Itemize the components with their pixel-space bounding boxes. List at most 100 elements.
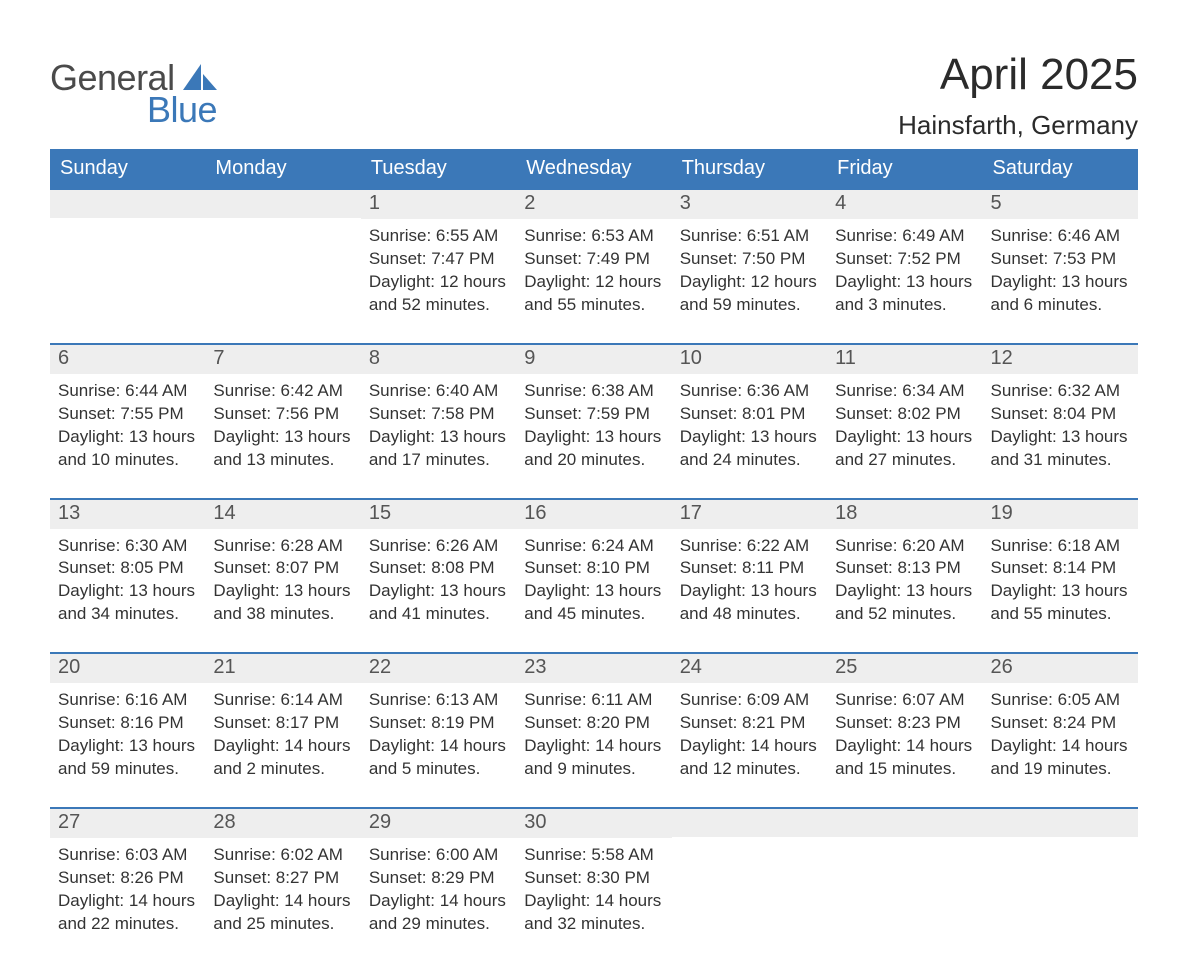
day-details: Sunrise: 6:02 AMSunset: 8:27 PMDaylight:…: [205, 838, 360, 936]
day-detail-line: Sunset: 8:04 PM: [991, 403, 1130, 426]
calendar-page: General Blue April 2025 Hainsfarth, Germ…: [0, 0, 1188, 976]
day-detail-line: Daylight: 14 hours: [213, 890, 352, 913]
day-detail-line: Sunset: 8:05 PM: [58, 557, 197, 580]
day-detail-line: Sunrise: 6:13 AM: [369, 689, 508, 712]
day-detail-line: Sunrise: 6:51 AM: [680, 225, 819, 248]
calendar-day: 10Sunrise: 6:36 AMSunset: 8:01 PMDayligh…: [672, 345, 827, 472]
day-details: Sunrise: 6:51 AMSunset: 7:50 PMDaylight:…: [672, 219, 827, 317]
day-detail-line: Daylight: 13 hours: [835, 580, 974, 603]
day-detail-line: Sunset: 7:56 PM: [213, 403, 352, 426]
day-number: 28: [205, 809, 360, 838]
day-detail-line: Sunrise: 6:14 AM: [213, 689, 352, 712]
day-detail-line: and 24 minutes.: [680, 449, 819, 472]
day-number: 30: [516, 809, 671, 838]
calendar-day: 4Sunrise: 6:49 AMSunset: 7:52 PMDaylight…: [827, 190, 982, 317]
day-detail-line: Sunrise: 6:09 AM: [680, 689, 819, 712]
day-detail-line: and 59 minutes.: [680, 294, 819, 317]
day-detail-line: and 12 minutes.: [680, 758, 819, 781]
day-number: 27: [50, 809, 205, 838]
day-detail-line: Daylight: 14 hours: [991, 735, 1130, 758]
calendar-day: 24Sunrise: 6:09 AMSunset: 8:21 PMDayligh…: [672, 654, 827, 781]
day-detail-line: Sunset: 8:11 PM: [680, 557, 819, 580]
day-detail-line: Sunset: 8:27 PM: [213, 867, 352, 890]
weekday-monday: Monday: [205, 149, 360, 190]
day-detail-line: and 34 minutes.: [58, 603, 197, 626]
day-detail-line: Sunset: 8:10 PM: [524, 557, 663, 580]
day-number: [672, 809, 827, 837]
day-detail-line: and 13 minutes.: [213, 449, 352, 472]
day-detail-line: Daylight: 14 hours: [680, 735, 819, 758]
calendar-day: 19Sunrise: 6:18 AMSunset: 8:14 PMDayligh…: [983, 500, 1138, 627]
day-detail-line: Daylight: 14 hours: [369, 890, 508, 913]
day-detail-line: and 52 minutes.: [369, 294, 508, 317]
calendar-day: 8Sunrise: 6:40 AMSunset: 7:58 PMDaylight…: [361, 345, 516, 472]
calendar-week: 20Sunrise: 6:16 AMSunset: 8:16 PMDayligh…: [50, 652, 1138, 781]
day-detail-line: Sunset: 8:24 PM: [991, 712, 1130, 735]
day-number: 17: [672, 500, 827, 529]
day-detail-line: Daylight: 14 hours: [213, 735, 352, 758]
weekday-wednesday: Wednesday: [516, 149, 671, 190]
day-detail-line: Daylight: 13 hours: [991, 271, 1130, 294]
day-number: 20: [50, 654, 205, 683]
day-details: Sunrise: 6:07 AMSunset: 8:23 PMDaylight:…: [827, 683, 982, 781]
day-number: [827, 809, 982, 837]
day-detail-line: and 41 minutes.: [369, 603, 508, 626]
calendar-day: 11Sunrise: 6:34 AMSunset: 8:02 PMDayligh…: [827, 345, 982, 472]
day-detail-line: Sunrise: 6:26 AM: [369, 535, 508, 558]
day-detail-line: and 10 minutes.: [58, 449, 197, 472]
calendar-day: 13Sunrise: 6:30 AMSunset: 8:05 PMDayligh…: [50, 500, 205, 627]
day-detail-line: and 52 minutes.: [835, 603, 974, 626]
day-details: Sunrise: 6:44 AMSunset: 7:55 PMDaylight:…: [50, 374, 205, 472]
day-details: Sunrise: 6:24 AMSunset: 8:10 PMDaylight:…: [516, 529, 671, 627]
calendar-week: 6Sunrise: 6:44 AMSunset: 7:55 PMDaylight…: [50, 343, 1138, 472]
day-number: 3: [672, 190, 827, 219]
day-detail-line: Sunrise: 6:49 AM: [835, 225, 974, 248]
day-detail-line: Sunrise: 6:34 AM: [835, 380, 974, 403]
calendar-day: [50, 190, 205, 317]
day-detail-line: Daylight: 13 hours: [213, 580, 352, 603]
day-detail-line: Daylight: 13 hours: [58, 735, 197, 758]
day-detail-line: Sunset: 7:55 PM: [58, 403, 197, 426]
calendar-day: 6Sunrise: 6:44 AMSunset: 7:55 PMDaylight…: [50, 345, 205, 472]
calendar-day: [672, 809, 827, 936]
day-detail-line: Sunset: 8:16 PM: [58, 712, 197, 735]
calendar-day: 21 Sunrise: 6:14 AMSunset: 8:17 PMDayligh…: [205, 654, 360, 781]
day-details: Sunrise: 6:34 AMSunset: 8:02 PMDaylight:…: [827, 374, 982, 472]
header-row: General Blue April 2025 Hainsfarth, Germ…: [50, 50, 1138, 141]
day-detail-line: Sunrise: 6:28 AM: [213, 535, 352, 558]
day-detail-line: Sunset: 7:50 PM: [680, 248, 819, 271]
calendar-day: 25Sunrise: 6:07 AMSunset: 8:23 PMDayligh…: [827, 654, 982, 781]
day-detail-line: and 9 minutes.: [524, 758, 663, 781]
day-detail-line: Sunrise: 6:00 AM: [369, 844, 508, 867]
day-number: 24: [672, 654, 827, 683]
calendar-day: 9Sunrise: 6:38 AMSunset: 7:59 PMDaylight…: [516, 345, 671, 472]
day-number: 26: [983, 654, 1138, 683]
calendar-day: 20Sunrise: 6:16 AMSunset: 8:16 PMDayligh…: [50, 654, 205, 781]
day-number: 21: [205, 654, 360, 683]
day-number: [50, 190, 205, 218]
calendar-day: 30Sunrise: 5:58 AMSunset: 8:30 PMDayligh…: [516, 809, 671, 936]
day-number: [983, 809, 1138, 837]
day-details: Sunrise: 5:58 AMSunset: 8:30 PMDaylight:…: [516, 838, 671, 936]
day-detail-line: Sunrise: 6:55 AM: [369, 225, 508, 248]
logo: General Blue: [50, 60, 217, 128]
calendar-day: 23Sunrise: 6:11 AMSunset: 8:20 PMDayligh…: [516, 654, 671, 781]
calendar-day: 18Sunrise: 6:20 AMSunset: 8:13 PMDayligh…: [827, 500, 982, 627]
day-detail-line: Daylight: 13 hours: [524, 580, 663, 603]
day-number: 16: [516, 500, 671, 529]
day-number: 14: [205, 500, 360, 529]
day-number: 12: [983, 345, 1138, 374]
day-detail-line: Sunset: 8:17 PM: [213, 712, 352, 735]
weeks-container: 1Sunrise: 6:55 AMSunset: 7:47 PMDaylight…: [50, 190, 1138, 936]
day-detail-line: and 55 minutes.: [524, 294, 663, 317]
day-details: Sunrise: 6:03 AMSunset: 8:26 PMDaylight:…: [50, 838, 205, 936]
day-detail-line: Daylight: 13 hours: [369, 580, 508, 603]
day-detail-line: Sunset: 7:59 PM: [524, 403, 663, 426]
day-number: 25: [827, 654, 982, 683]
day-details: Sunrise: 6:22 AMSunset: 8:11 PMDaylight:…: [672, 529, 827, 627]
calendar-day: 1Sunrise: 6:55 AMSunset: 7:47 PMDaylight…: [361, 190, 516, 317]
day-detail-line: Daylight: 13 hours: [524, 426, 663, 449]
day-detail-line: Daylight: 14 hours: [58, 890, 197, 913]
day-details: Sunrise: 6:42 AMSunset: 7:56 PMDaylight:…: [205, 374, 360, 472]
day-number: 2: [516, 190, 671, 219]
